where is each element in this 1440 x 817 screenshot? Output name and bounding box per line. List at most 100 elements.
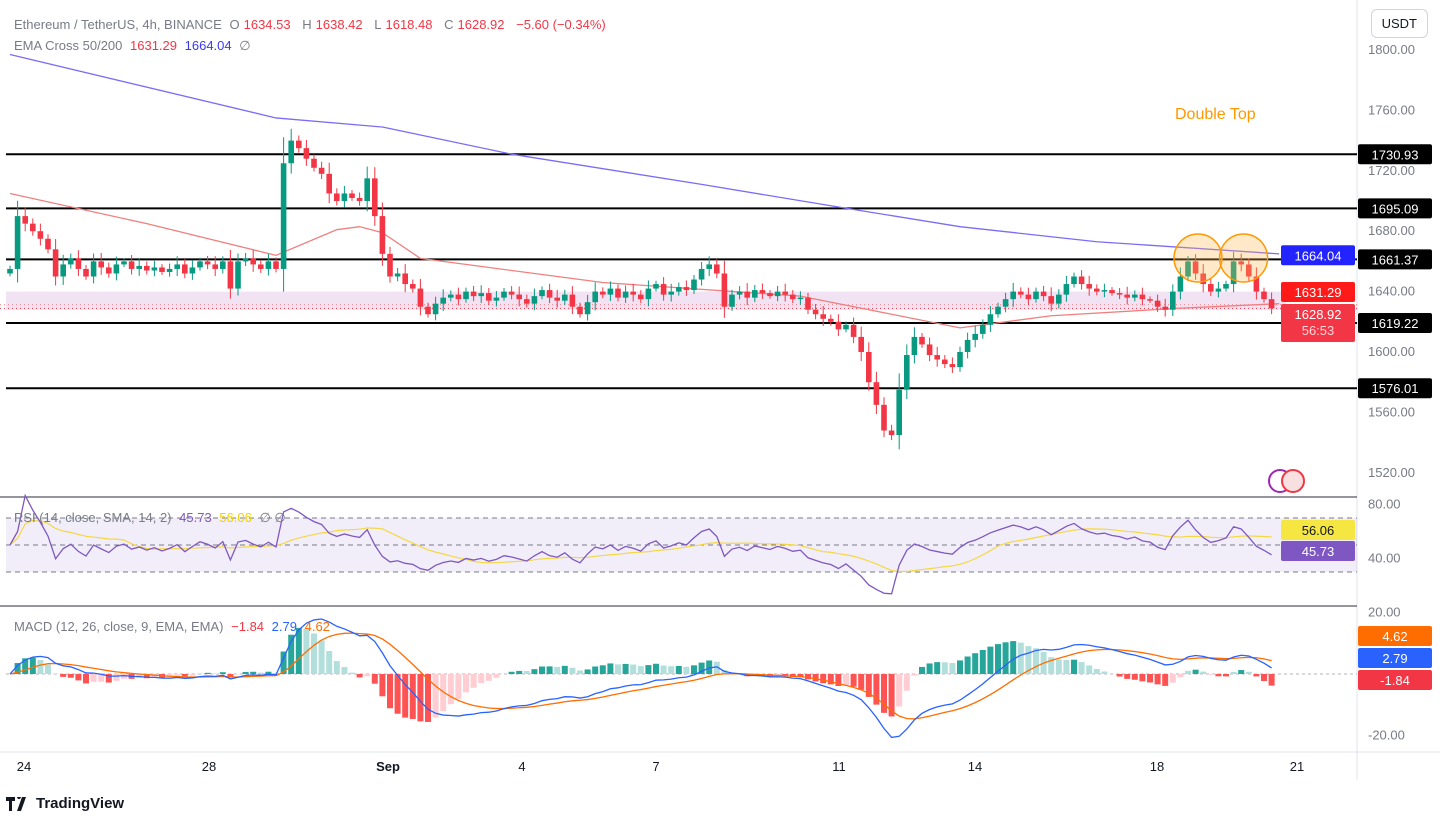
candle-body xyxy=(630,291,636,295)
price-tick-label: 1800.00 xyxy=(1368,42,1415,57)
candle xyxy=(318,161,325,180)
open-value: 1634.53 xyxy=(243,17,291,32)
macd-histogram-bar xyxy=(402,674,409,718)
candle-body xyxy=(964,339,971,352)
candle-body xyxy=(341,193,348,201)
macd-histogram-bar xyxy=(546,666,553,674)
candle xyxy=(1086,275,1092,296)
candle xyxy=(835,314,842,336)
candle xyxy=(326,162,332,204)
candle xyxy=(349,190,355,201)
candle-body xyxy=(402,273,408,285)
candle-body xyxy=(113,264,120,274)
macd-histogram-bar xyxy=(1131,674,1138,680)
double-top-circle xyxy=(1173,233,1223,283)
candle xyxy=(1094,284,1100,296)
candle xyxy=(1261,287,1267,303)
candle xyxy=(797,291,804,305)
candle xyxy=(1040,285,1047,302)
time-tick-label: 4 xyxy=(518,759,525,774)
candle-body xyxy=(280,163,287,269)
candle-body xyxy=(1268,299,1275,309)
macd-histogram-bar xyxy=(1055,659,1062,674)
time-tick-label: 28 xyxy=(202,759,216,774)
candle-body xyxy=(850,324,857,337)
candle xyxy=(1185,255,1191,282)
macd-histogram-bar xyxy=(508,671,515,674)
candle xyxy=(493,290,500,307)
tradingview-logo[interactable]: TradingView xyxy=(6,795,124,812)
macd-histogram-bar xyxy=(1147,674,1153,683)
macd-histogram-bar xyxy=(919,666,925,674)
macd-histogram-bar xyxy=(22,658,29,674)
candle xyxy=(911,327,918,364)
macd-histogram-bar xyxy=(782,674,789,677)
candle xyxy=(1177,267,1184,300)
rsi-line xyxy=(9,493,1272,595)
candle-body xyxy=(387,253,393,277)
macd-histogram-bar xyxy=(60,674,67,677)
candle xyxy=(736,286,743,300)
candle xyxy=(721,260,728,318)
candle xyxy=(128,255,135,275)
candle-body xyxy=(866,352,872,383)
macd-histogram-bar xyxy=(1223,674,1229,677)
ema-legend[interactable]: EMA Cross 50/200 1631.29 1664.04 ∅ xyxy=(14,38,255,54)
macd-histogram-bar xyxy=(1185,670,1191,674)
symbol-title: Ethereum / TetherUS, 4h, BINANCE xyxy=(14,17,222,32)
visibility-icon[interactable]: ∅ xyxy=(239,38,251,53)
candle-body xyxy=(980,324,986,334)
visibility-icon[interactable]: ∅ ∅ xyxy=(259,510,286,525)
macd-histogram-bar xyxy=(881,674,887,713)
macd-histogram-bar xyxy=(478,674,485,684)
candle xyxy=(410,279,416,293)
candle-body xyxy=(782,291,788,295)
macd-histogram-bar xyxy=(356,674,363,678)
candle-body xyxy=(493,297,500,301)
macd-histogram-bar xyxy=(250,671,257,674)
candle xyxy=(904,344,910,399)
candle xyxy=(858,326,864,361)
macd-legend[interactable]: MACD (12, 26, close, 9, EMA, EMA) −1.84 … xyxy=(14,619,334,634)
candle-body xyxy=(235,261,241,289)
macd-histogram-bar xyxy=(311,633,317,674)
candle xyxy=(1208,278,1214,297)
candle-body xyxy=(1238,261,1244,265)
rsi-tag-label: 45.73 xyxy=(1302,544,1335,559)
candle xyxy=(812,303,819,320)
candle xyxy=(562,289,568,305)
ema200-price-tag xyxy=(1281,245,1355,266)
candle-body xyxy=(888,430,895,436)
double-top-annotation[interactable]: Double Top xyxy=(1175,106,1256,123)
candle-body xyxy=(1154,300,1161,307)
candle-body xyxy=(904,355,910,390)
candle xyxy=(106,262,112,278)
candle-body xyxy=(227,261,234,289)
low-value: 1618.48 xyxy=(385,17,433,32)
macd-histogram-bar xyxy=(1017,642,1024,674)
candle xyxy=(539,286,545,300)
time-tick-label: 7 xyxy=(652,759,659,774)
rsi-sma-tag xyxy=(1281,520,1355,540)
candle-body xyxy=(463,291,469,300)
macd-histogram-bar xyxy=(1063,660,1070,674)
candle-body xyxy=(212,264,218,269)
candle-body xyxy=(1109,290,1115,294)
candle-body xyxy=(759,290,766,294)
usdt-logo-icon xyxy=(1281,469,1305,493)
candle-body xyxy=(1010,291,1016,300)
currency-button[interactable]: USDT xyxy=(1370,9,1428,38)
price-tick-label: 1520.00 xyxy=(1368,465,1415,480)
macd-histogram-bar xyxy=(204,672,211,674)
candle xyxy=(1162,298,1168,317)
rsi-legend[interactable]: RSI (14, close, SMA, 14, 2) 45.73 56.06 … xyxy=(14,510,290,526)
candle-body xyxy=(622,291,629,298)
candle-body xyxy=(136,265,142,269)
candle xyxy=(1116,287,1123,300)
rsi-value: 45.73 xyxy=(179,510,212,525)
candle-body xyxy=(1261,291,1267,300)
candle xyxy=(531,288,538,311)
candle xyxy=(288,128,294,174)
macd-histogram-bar xyxy=(926,663,933,674)
